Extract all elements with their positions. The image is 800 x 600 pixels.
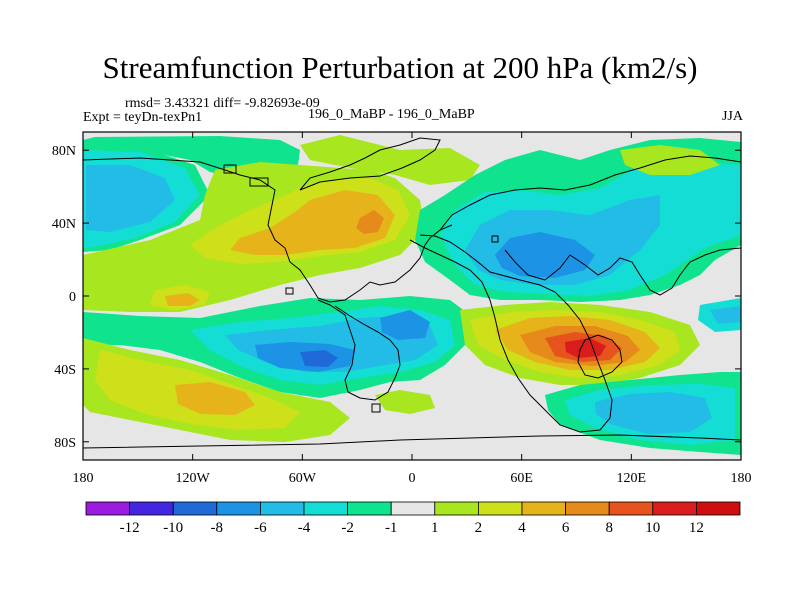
coastlines <box>83 137 741 449</box>
colorbar-box <box>259 501 305 516</box>
colorbar-box <box>85 501 130 516</box>
field-region <box>710 306 741 324</box>
x-tick-label: 60W <box>289 471 317 486</box>
field-region <box>375 390 435 414</box>
map-field <box>83 132 741 460</box>
x-tick-label: 180 <box>731 471 752 486</box>
coastline-greenland <box>299 137 441 191</box>
colorbar-label: 12 <box>689 520 704 536</box>
colorbar-label: 4 <box>518 520 526 536</box>
y-tick-label: 0 <box>69 290 76 305</box>
colorbar-box <box>129 501 174 516</box>
field-region <box>620 145 720 175</box>
colorbar-box <box>434 501 479 516</box>
colorbar-label: 1 <box>431 520 439 536</box>
field-region <box>165 293 200 306</box>
plot-title: Streamfunction Perturbation at 200 hPa (… <box>102 50 698 85</box>
field-region <box>230 190 395 255</box>
colorbar-box <box>696 501 741 516</box>
coastline-island <box>491 235 499 243</box>
colorbar-box <box>347 501 392 516</box>
x-tick-label: 180 <box>73 471 94 486</box>
field-region <box>565 338 606 358</box>
field-region <box>175 382 255 415</box>
colorbar-box <box>521 501 566 516</box>
y-tick-label: 80S <box>54 436 76 451</box>
colorbar-label: -8 <box>211 520 224 536</box>
colorbar-label: -6 <box>254 520 267 536</box>
coastline-island <box>249 177 269 187</box>
field-region <box>356 210 384 234</box>
coastline-arabia-india <box>504 247 741 296</box>
x-tick-label: 0 <box>409 471 416 486</box>
case-label: 196_0_MaBP - 196_0_MaBP <box>308 107 475 122</box>
coastline-island <box>371 403 381 413</box>
y-axis: 80N 40N 0 40S 80S <box>52 144 741 451</box>
y-tick-label: 80N <box>52 144 76 159</box>
colorbar-label: 6 <box>562 520 570 536</box>
colorbar-label: -10 <box>163 520 183 536</box>
coastline-antarctica <box>83 434 741 449</box>
coastline-south-america <box>317 299 401 401</box>
coastline-north-america <box>83 157 453 303</box>
colorbar-label: -4 <box>298 520 311 536</box>
colorbar-box <box>216 501 261 516</box>
colorbar-label: 2 <box>475 520 483 536</box>
rmsd-diff-text: rmsd= 3.43321 diff= -9.82693e-09 <box>125 96 320 111</box>
field-region <box>86 165 175 232</box>
y-tick-label: 40S <box>54 363 76 378</box>
field-region <box>300 350 338 367</box>
colorbar-box <box>390 501 436 516</box>
colorbar-label: -12 <box>120 520 140 536</box>
season-label: JJA <box>721 109 743 124</box>
coastline-eurasia <box>439 155 741 231</box>
coastline-australia <box>577 334 623 379</box>
field-region <box>595 392 712 434</box>
colorbar-label: -1 <box>385 520 398 536</box>
x-axis: 180 120W 60W 0 60E 120E 180 <box>73 132 752 486</box>
colorbar-box <box>608 501 654 516</box>
field-region <box>380 310 430 340</box>
coastline-africa <box>409 234 613 433</box>
colorbar-box <box>303 501 348 516</box>
x-tick-label: 120W <box>176 471 211 486</box>
colorbar: -12 -10 -8 -6 -4 -2 -1 1 2 4 6 8 10 12 <box>85 501 741 536</box>
coastline-island <box>285 287 294 295</box>
colorbar-label: 8 <box>605 520 613 536</box>
field-region <box>300 135 480 185</box>
colorbar-label: -2 <box>341 520 354 536</box>
colorbar-box <box>565 501 610 516</box>
coastline-island <box>223 164 237 174</box>
x-tick-label: 120E <box>617 471 647 486</box>
colorbar-box <box>172 501 218 516</box>
colorbar-box <box>652 501 697 516</box>
colorbar-box <box>477 501 523 516</box>
experiment-label: Expt = teyDn-texPn1 <box>83 110 203 125</box>
colorbar-label: 10 <box>645 520 660 536</box>
x-tick-label: 60E <box>510 471 533 486</box>
y-tick-label: 40N <box>52 217 76 232</box>
